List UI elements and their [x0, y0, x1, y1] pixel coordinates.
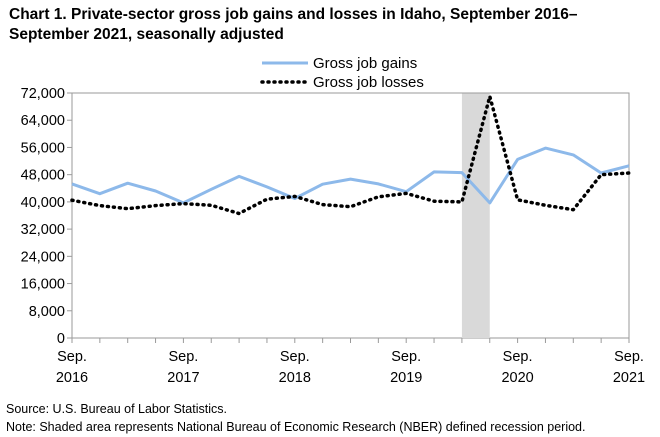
plot-area-frame — [71, 92, 630, 339]
x-tick-label-month: Sep. — [168, 349, 198, 365]
recession-shading-layer — [461, 93, 490, 338]
y-tick-label: 48,000 — [21, 168, 65, 184]
chart-title: Chart 1. Private-sector gross job gains … — [9, 6, 578, 43]
y-tick-label: 8,000 — [29, 304, 65, 320]
y-tick-label: 24,000 — [21, 249, 65, 265]
x-tick-label-month: Sep. — [391, 349, 421, 365]
y-tick-label: 16,000 — [21, 277, 65, 293]
recession-note: Note: Shaded area represents National Bu… — [6, 420, 586, 434]
x-tick-label-year: 2016 — [56, 370, 88, 386]
x-tick-label-year: 2018 — [279, 370, 311, 386]
x-tick-label-month: Sep. — [503, 349, 533, 365]
y-axis: 0 8,000 16,000 24,000 32,000 40,000 48,000 56,0… — [21, 86, 72, 347]
x-tick-label-month: Sep. — [614, 349, 644, 365]
series-line-gross-job-gains — [71, 146, 630, 205]
y-tick-label: 0 — [57, 331, 65, 347]
x-tick-label-year: 2017 — [167, 370, 199, 386]
x-tick-label-year: 2019 — [390, 370, 422, 386]
legend-label-gross-job-losses: Gross job losses — [313, 74, 424, 91]
y-tick-label: 32,000 — [21, 222, 65, 238]
y-tick-label: 40,000 — [21, 195, 65, 211]
source-note: Source: U.S. Bureau of Labor Statistics. — [6, 402, 227, 416]
y-tick-label: 64,000 — [21, 113, 65, 129]
legend: Gross job gains Gross job losses — [260, 55, 424, 91]
x-axis: Sep. 2016 Sep. 2017 Sep. 2018 Sep. 2019 Sep. 2020… — [56, 338, 645, 386]
legend-label-gross-job-gains: Gross job gains — [313, 55, 417, 72]
y-tick-label: 56,000 — [21, 140, 65, 156]
x-tick-label-year: 2021 — [613, 370, 645, 386]
x-tick-label-month: Sep. — [57, 349, 87, 365]
x-tick-label-year: 2020 — [501, 370, 533, 386]
x-tick-label-month: Sep. — [280, 349, 310, 365]
y-tick-label: 72,000 — [21, 86, 65, 102]
recession-shading — [461, 93, 490, 338]
series-layer — [70, 94, 631, 216]
series-line-gross-job-losses — [70, 94, 631, 216]
